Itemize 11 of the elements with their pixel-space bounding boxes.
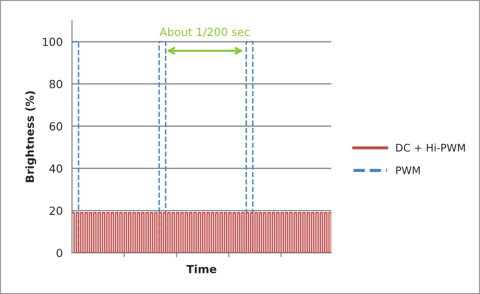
y-tick-label: 40 (49, 164, 62, 173)
y-tick-label: 100 (42, 38, 62, 46)
x-axis-title: Time (186, 264, 216, 274)
y-tick-label: 20 (50, 206, 62, 215)
y-tick-label: 60 (50, 122, 62, 131)
y-axis-title: Brightness (%) (25, 91, 36, 182)
y-tick-label: 80 (50, 80, 62, 88)
y-tick-label: 0 (56, 248, 62, 258)
annotation: About 1/200 sec (160, 28, 250, 37)
legend-label: DC + Hi-PWM (396, 144, 465, 152)
legend-label: PWM (396, 166, 420, 174)
